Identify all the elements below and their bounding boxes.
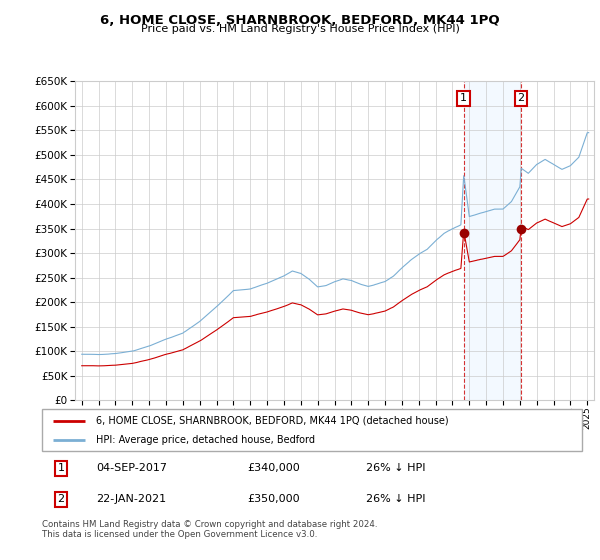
- Text: £350,000: £350,000: [247, 494, 300, 505]
- Text: 26% ↓ HPI: 26% ↓ HPI: [366, 494, 425, 505]
- Text: HPI: Average price, detached house, Bedford: HPI: Average price, detached house, Bedf…: [96, 435, 315, 445]
- Text: £340,000: £340,000: [247, 463, 300, 473]
- Text: 1: 1: [58, 463, 64, 473]
- Text: 22-JAN-2021: 22-JAN-2021: [96, 494, 166, 505]
- Text: 1: 1: [460, 94, 467, 104]
- Text: Price paid vs. HM Land Registry's House Price Index (HPI): Price paid vs. HM Land Registry's House …: [140, 24, 460, 34]
- Text: 6, HOME CLOSE, SHARNBROOK, BEDFORD, MK44 1PQ: 6, HOME CLOSE, SHARNBROOK, BEDFORD, MK44…: [100, 14, 500, 27]
- Text: 6, HOME CLOSE, SHARNBROOK, BEDFORD, MK44 1PQ (detached house): 6, HOME CLOSE, SHARNBROOK, BEDFORD, MK44…: [96, 416, 449, 426]
- Text: 26% ↓ HPI: 26% ↓ HPI: [366, 463, 425, 473]
- FancyBboxPatch shape: [42, 409, 582, 451]
- Text: 2: 2: [58, 494, 64, 505]
- Text: 2: 2: [517, 94, 524, 104]
- Text: Contains HM Land Registry data © Crown copyright and database right 2024.
This d: Contains HM Land Registry data © Crown c…: [42, 520, 377, 539]
- Text: 04-SEP-2017: 04-SEP-2017: [96, 463, 167, 473]
- Bar: [464, 81, 521, 400]
